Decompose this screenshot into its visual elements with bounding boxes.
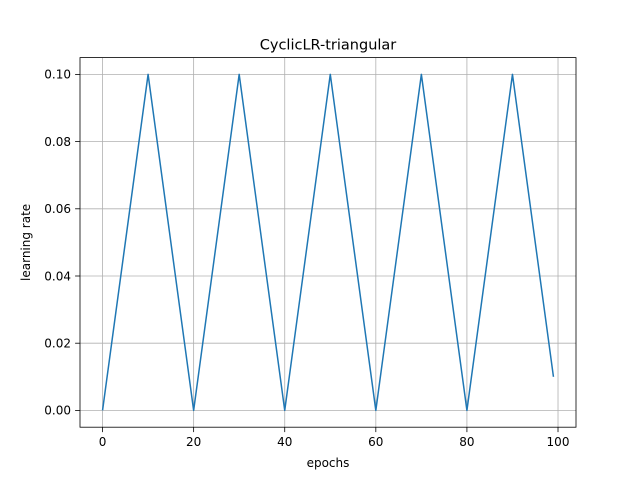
axes-frame [79,57,577,428]
learning-rate-line [101,73,555,412]
x-tick-label: 80 [459,435,474,449]
x-tick-label: 100 [547,435,570,449]
chart-title: CyclicLR-triangular [260,38,397,54]
axis-ticks: 0 20 40 60 80 100 0.00 0.02 0.04 0.06 0.08 0.10 [44,68,569,450]
plot-series [101,73,555,412]
x-tick-label: 40 [277,435,292,449]
y-tick-label: 0.00 [44,404,71,418]
x-tick-label: 20 [186,435,201,449]
x-axis-label: epochs [307,456,350,470]
grid-lines [80,57,576,428]
x-tick-label: 0 [99,435,107,449]
y-axis-label: learning rate [19,204,33,281]
y-tick-label: 0.02 [44,337,71,351]
y-tick-label: 0.04 [44,269,71,283]
y-tick-label: 0.08 [44,135,71,149]
y-tick-label: 0.10 [44,68,71,82]
y-tick-label: 0.06 [44,202,71,216]
x-tick-label: 60 [368,435,383,449]
